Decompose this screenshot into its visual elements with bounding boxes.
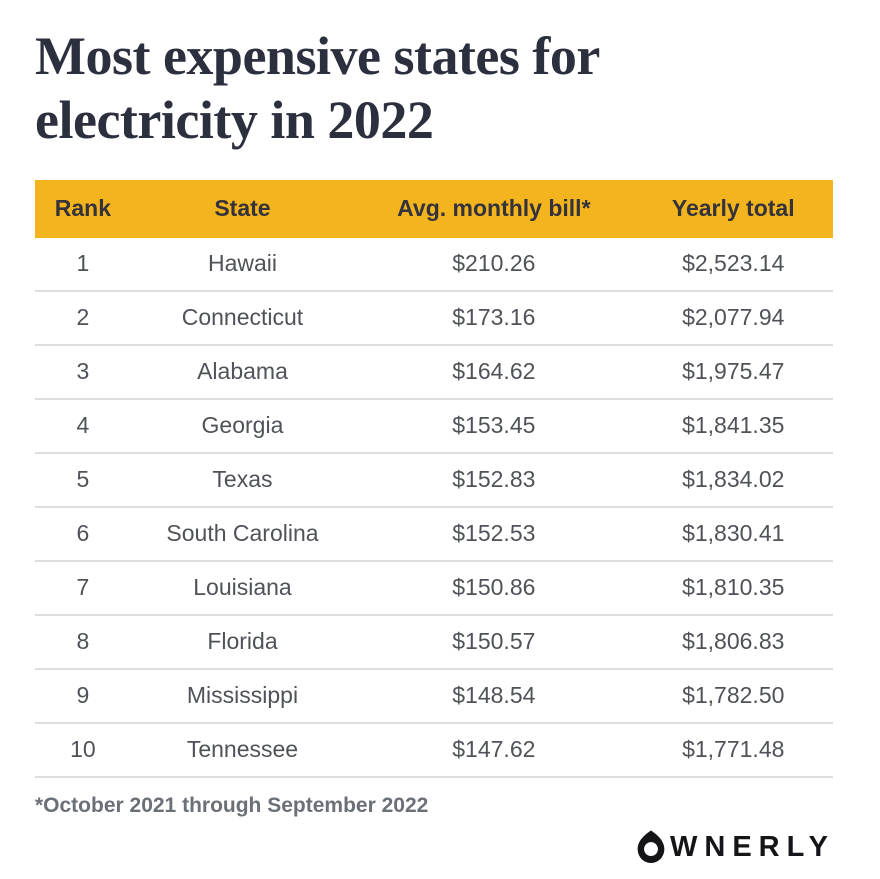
cell-yearly: $1,782.50 (633, 668, 833, 724)
ownerly-house-o-icon (635, 830, 667, 864)
table-header-row: Rank State Avg. monthly bill* Yearly tot… (35, 179, 833, 238)
footnote: *October 2021 through September 2022 (35, 793, 429, 817)
cell-yearly: $1,771.48 (633, 722, 833, 778)
cell-rank: 2 (35, 290, 131, 346)
cell-state: Florida (130, 614, 355, 670)
cell-monthly: $150.57 (354, 614, 634, 670)
table-row: 2 Connecticut $173.16 $2,077.94 (35, 290, 833, 346)
cell-monthly: $152.53 (354, 506, 634, 562)
cell-monthly: $147.62 (354, 722, 634, 778)
cell-rank: 3 (35, 344, 131, 400)
cell-state: South Carolina (130, 506, 355, 562)
cell-rank: 6 (35, 506, 131, 562)
column-header-state: State (130, 179, 355, 238)
table-row: 4 Georgia $153.45 $1,841.35 (35, 398, 833, 454)
cell-yearly: $1,830.41 (633, 506, 833, 562)
table-row: 7 Louisiana $150.86 $1,810.35 (35, 560, 833, 616)
column-header-rank: Rank (35, 179, 131, 238)
cell-yearly: $1,841.35 (633, 398, 833, 454)
table-row: 3 Alabama $164.62 $1,975.47 (35, 344, 833, 400)
brand-logo: WNERLY (35, 830, 835, 864)
page-title: Most expensive states for electricity in… (35, 26, 599, 151)
table-body: 1 Hawaii $210.26 $2,523.14 2 Connecticut… (35, 237, 833, 778)
cell-state: Tennessee (130, 722, 355, 778)
cell-monthly: $210.26 (354, 237, 634, 292)
cell-yearly: $1,834.02 (633, 452, 833, 508)
cell-rank: 8 (35, 614, 131, 670)
cell-rank: 1 (35, 237, 131, 292)
cell-rank: 9 (35, 668, 131, 724)
brand-wordmark: WNERLY (670, 831, 835, 863)
cell-yearly: $2,523.14 (633, 237, 833, 292)
table-row: 8 Florida $150.57 $1,806.83 (35, 614, 833, 670)
cell-yearly: $2,077.94 (633, 290, 833, 346)
table-header: Rank State Avg. monthly bill* Yearly tot… (35, 179, 833, 238)
cell-rank: 5 (35, 452, 131, 508)
cell-state: Texas (130, 452, 355, 508)
cell-monthly: $148.54 (354, 668, 634, 724)
cell-monthly: $150.86 (354, 560, 634, 616)
cell-rank: 7 (35, 560, 131, 616)
cell-state: Hawaii (130, 237, 355, 292)
table-row: 6 South Carolina $152.53 $1,830.41 (35, 506, 833, 562)
table-row: 1 Hawaii $210.26 $2,523.14 (35, 237, 833, 292)
cell-monthly: $152.83 (354, 452, 634, 508)
cell-state: Alabama (130, 344, 355, 400)
cell-rank: 10 (35, 722, 131, 778)
cell-monthly: $153.45 (354, 398, 634, 454)
cell-monthly: $164.62 (354, 344, 634, 400)
table-row: 5 Texas $152.83 $1,834.02 (35, 452, 833, 508)
table-row: 9 Mississippi $148.54 $1,782.50 (35, 668, 833, 724)
cell-state: Louisiana (130, 560, 355, 616)
column-header-yearly: Yearly total (633, 179, 833, 238)
cell-rank: 4 (35, 398, 131, 454)
cell-yearly: $1,975.47 (633, 344, 833, 400)
electricity-cost-table: Rank State Avg. monthly bill* Yearly tot… (35, 179, 833, 778)
cell-state: Georgia (130, 398, 355, 454)
column-header-monthly: Avg. monthly bill* (354, 179, 634, 238)
cell-yearly: $1,806.83 (633, 614, 833, 670)
cell-yearly: $1,810.35 (633, 560, 833, 616)
cell-state: Mississippi (130, 668, 355, 724)
table-row: 10 Tennessee $147.62 $1,771.48 (35, 722, 833, 778)
cell-monthly: $173.16 (354, 290, 634, 346)
cell-state: Connecticut (130, 290, 355, 346)
